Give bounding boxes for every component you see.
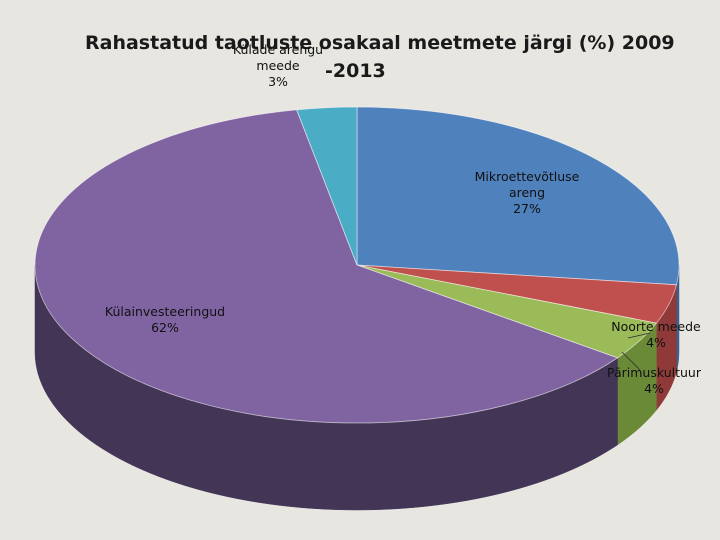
chart-title-line1: Rahastatud taotluste osakaal meetmete jä… xyxy=(85,32,675,54)
label-line: Pärimuskultuur xyxy=(607,365,701,380)
pie-top-faces xyxy=(34,106,680,424)
slice-label-noorte-meede: Noorte meede 4% xyxy=(600,319,712,351)
slice-mikroettevotluse-areng xyxy=(356,106,680,286)
label-line: Külainvesteeringud xyxy=(104,304,226,319)
label-line: 62% xyxy=(151,320,179,335)
label-line: areng xyxy=(508,185,546,200)
slice-label-parimuskultuur: Pärimuskultuur 4% xyxy=(598,365,710,397)
slice-kulainvesteeringud xyxy=(34,109,619,424)
label-line: Külade arengu xyxy=(232,42,324,57)
leader-line-parimuskultuur xyxy=(621,351,641,371)
slice-label-mikroettevotluse-areng: Mikroettevõtluse areng 27% xyxy=(462,169,592,217)
label-line: 3% xyxy=(268,74,288,89)
slice-label-kulainvesteeringud: Külainvesteeringud 62% xyxy=(95,304,235,336)
label-line: 4% xyxy=(644,381,664,396)
slice-label-kulade-arengu-meede: Külade arengu meede 3% xyxy=(228,42,328,90)
label-line: 27% xyxy=(513,201,541,216)
label-line: meede xyxy=(256,58,300,73)
label-line: 4% xyxy=(646,335,666,350)
slice-kulade-arengu-meede xyxy=(296,106,358,266)
leader-line-noorte-meede xyxy=(627,332,651,339)
pie-side-walls xyxy=(34,264,680,511)
label-line: Mikroettevõtluse xyxy=(474,169,580,184)
label-line: Noorte meede xyxy=(611,319,701,334)
chart-title-line2: -2013 xyxy=(325,60,386,82)
